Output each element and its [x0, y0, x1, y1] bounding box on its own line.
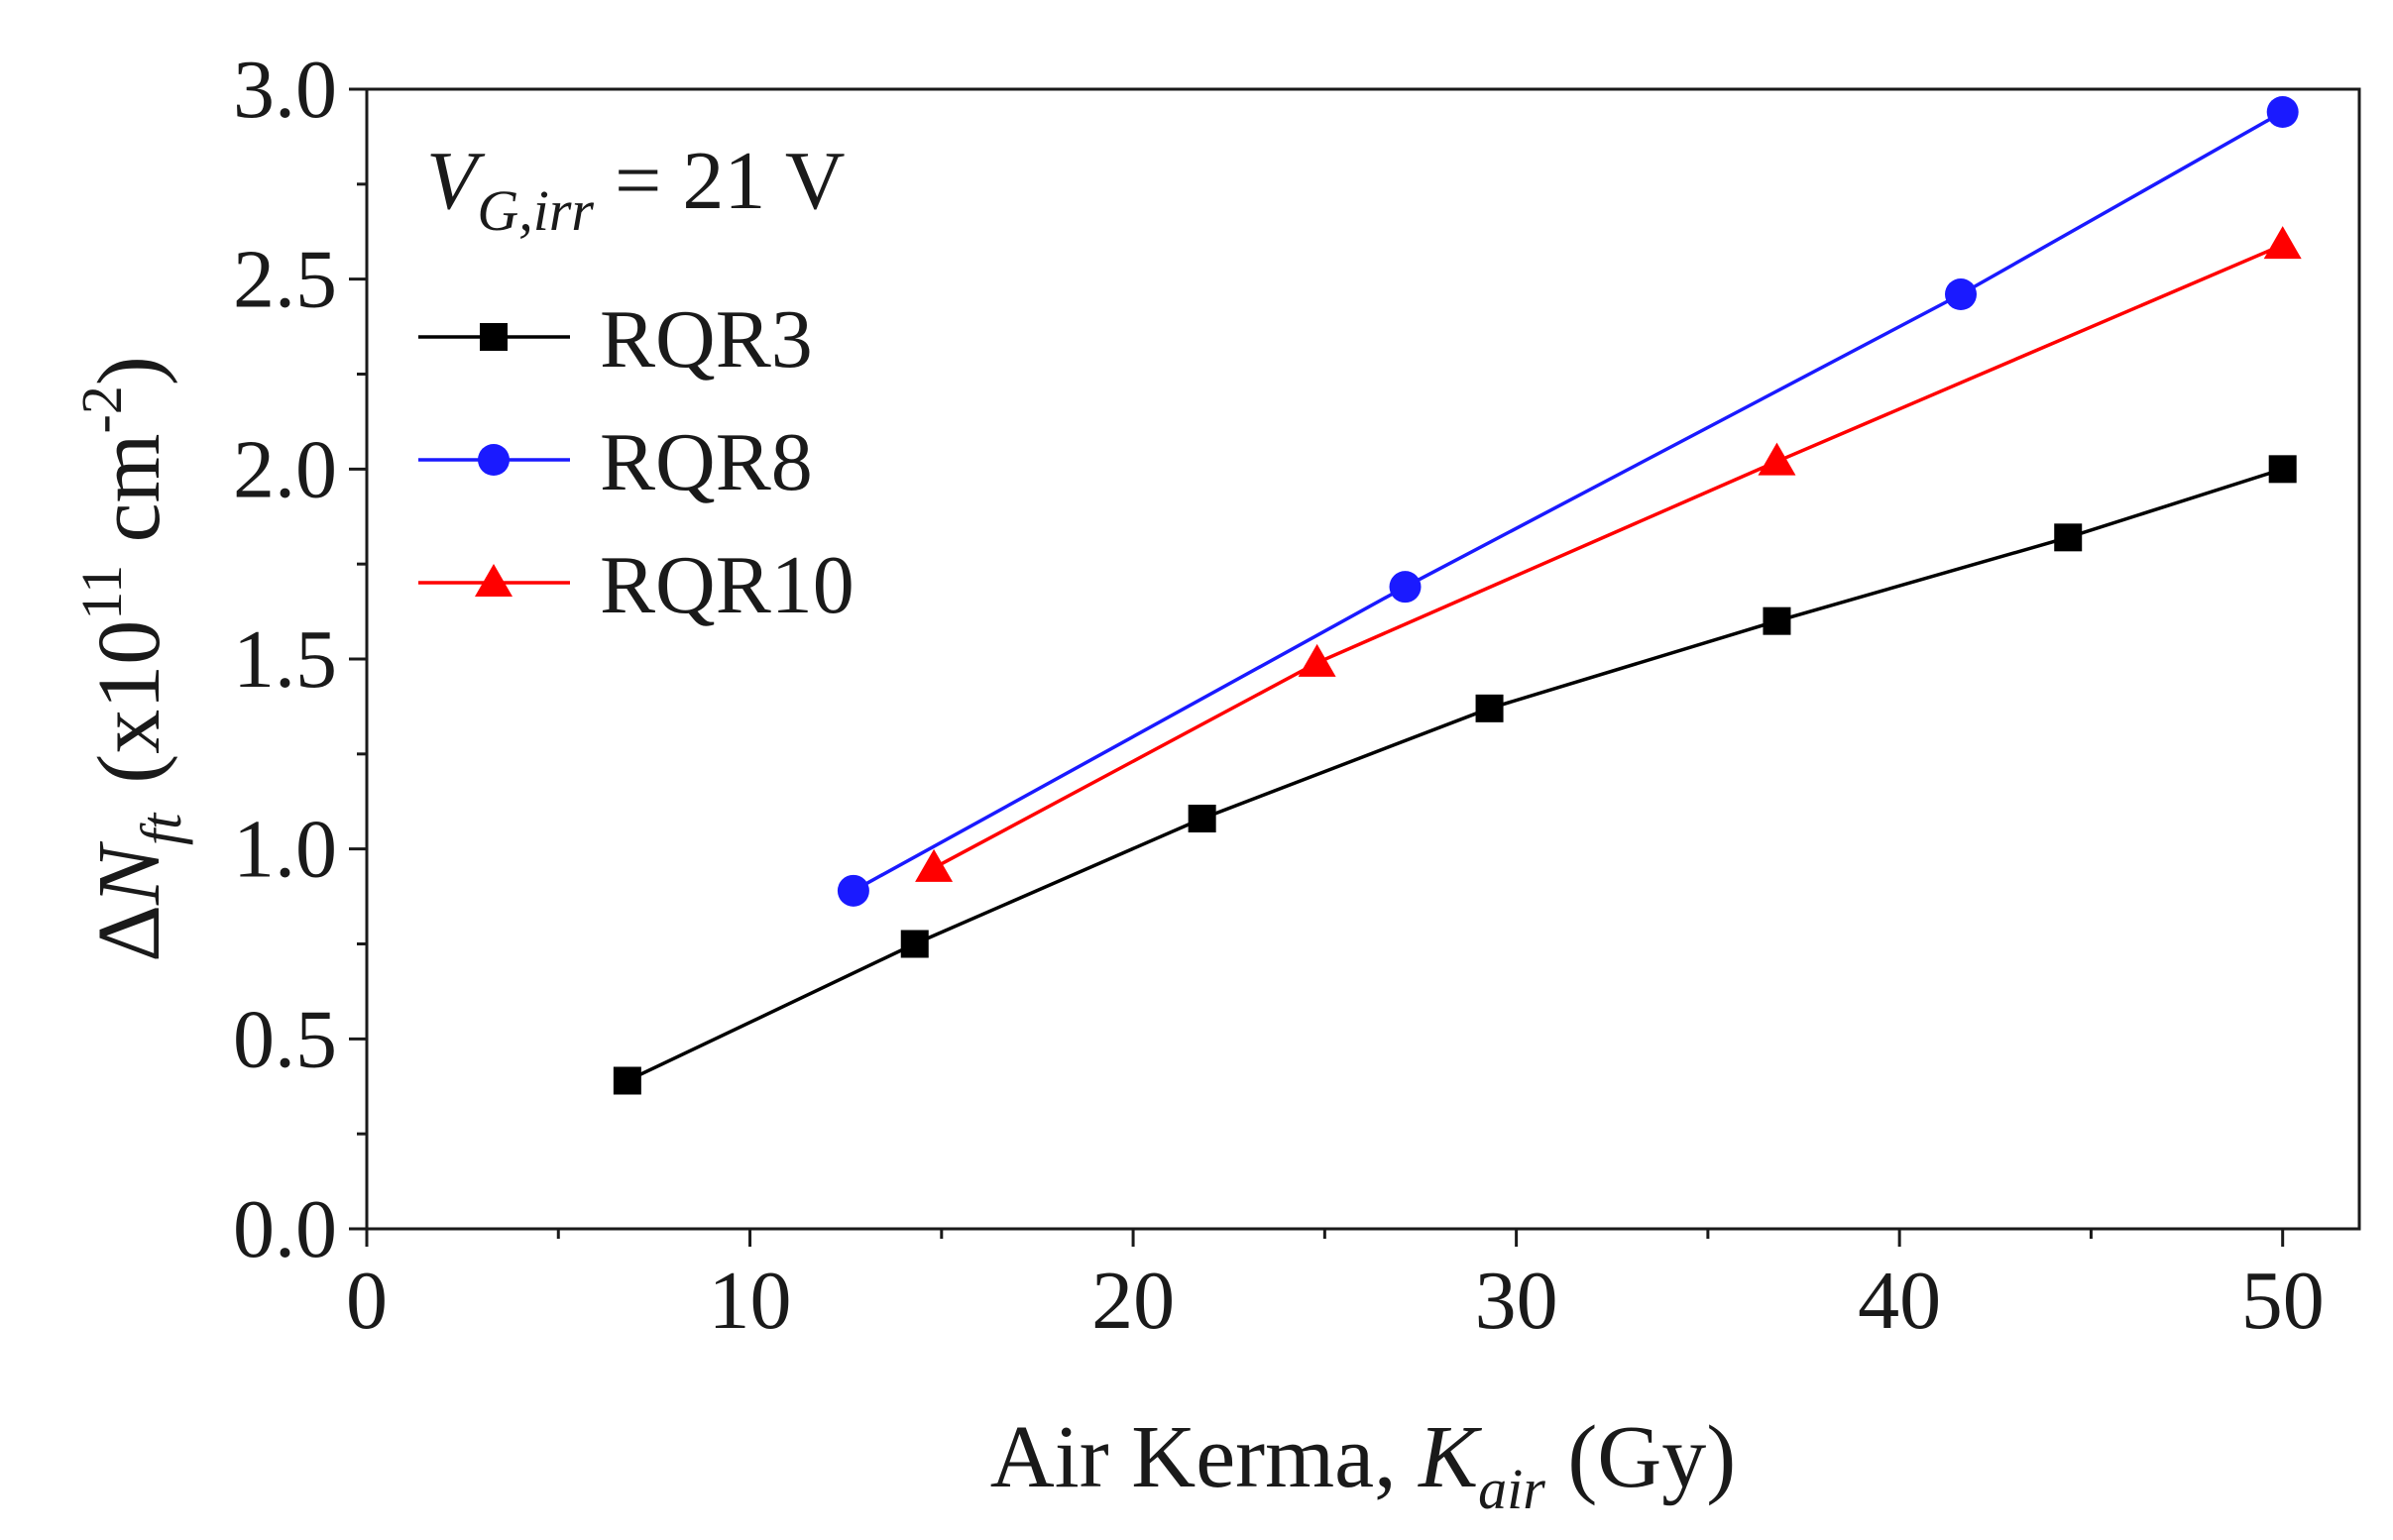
data-point-rqr8	[2266, 96, 2299, 128]
x-tick-label: 0	[346, 1255, 388, 1347]
data-point-rqr3	[900, 930, 929, 958]
legend: RQR3 RQR8 RQR10	[418, 293, 855, 631]
y-label-unit-close: )	[80, 356, 178, 385]
y-label-delta: Δ	[80, 905, 178, 962]
x-tick-label: 40	[1858, 1255, 1941, 1347]
annotation: VG,irr = 21 V	[426, 135, 846, 243]
y-label-unit-open: (x10	[80, 620, 178, 784]
x-axis-label: Air Kerma, Kair (Gy)	[990, 1408, 1737, 1521]
data-point-rqr3	[2268, 455, 2297, 484]
y-label-exponent: 11	[69, 565, 134, 620]
data-point-rqr3	[1475, 694, 1504, 722]
legend-label-rqr3: RQR3	[600, 293, 813, 385]
legend-marker-rqr3	[480, 323, 508, 351]
series-markers	[613, 96, 2302, 1095]
series-line-rqr10	[933, 243, 2284, 870]
legend-marker-rqr10	[475, 564, 513, 597]
y-tick-label: 1.0	[233, 804, 337, 896]
x-tick-label: 50	[2241, 1255, 2325, 1347]
annotation-symbol: V	[426, 135, 486, 227]
data-point-rqr3	[613, 1066, 641, 1095]
x-label-suffix: (Gy)	[1545, 1408, 1736, 1506]
annotation-subscript: G,irr	[477, 178, 594, 243]
data-point-rqr10	[915, 848, 954, 882]
x-label-symbol: K	[1417, 1408, 1482, 1506]
y-tick-label: 2.5	[233, 234, 337, 326]
annotation-text: = 21 V	[594, 135, 846, 227]
y-tick-label: 3.0	[233, 44, 337, 136]
legend-label-rqr8: RQR8	[600, 416, 813, 508]
data-point-rqr10	[1298, 643, 1336, 677]
series-line-rqr8	[853, 110, 2284, 893]
y-label-symbol: N	[80, 840, 178, 906]
legend-label-rqr10: RQR10	[600, 539, 855, 631]
y-label-subscript: ft	[129, 812, 193, 845]
data-point-rqr10	[2263, 226, 2302, 260]
data-point-rqr3	[2054, 523, 2083, 552]
y-label-unit-exponent: -2	[69, 385, 134, 433]
y-tick-label: 0.5	[233, 993, 337, 1085]
y-tick-label: 2.0	[233, 423, 337, 515]
legend-marker-rqr8	[478, 444, 510, 476]
data-point-rqr10	[1758, 442, 1796, 476]
x-label-subscript: air	[1478, 1457, 1545, 1521]
axis-ticks: 0 10 20 30 40 50 0.0 0.5 1.0 1.5 2.0 2.5 3.0	[233, 44, 2325, 1347]
data-point-rqr3	[1763, 606, 1791, 635]
x-tick-label: 20	[1091, 1255, 1175, 1347]
x-tick-label: 30	[1475, 1255, 1558, 1347]
x-tick-label: 10	[709, 1255, 792, 1347]
x-label-prefix: Air Kerma,	[990, 1408, 1419, 1506]
y-label-unit-mid: cm	[80, 433, 178, 564]
data-point-rqr3	[1188, 805, 1216, 832]
plot-frame	[365, 87, 2361, 1231]
y-axis-label: ΔNft (x1011 cm-2)	[69, 356, 193, 962]
series-lines	[627, 110, 2284, 1083]
data-point-rqr8	[837, 874, 869, 907]
y-tick-label: 0.0	[233, 1183, 337, 1275]
y-tick-label: 1.5	[233, 613, 337, 706]
data-point-rqr8	[1389, 571, 1422, 604]
data-point-rqr8	[1945, 278, 1977, 310]
